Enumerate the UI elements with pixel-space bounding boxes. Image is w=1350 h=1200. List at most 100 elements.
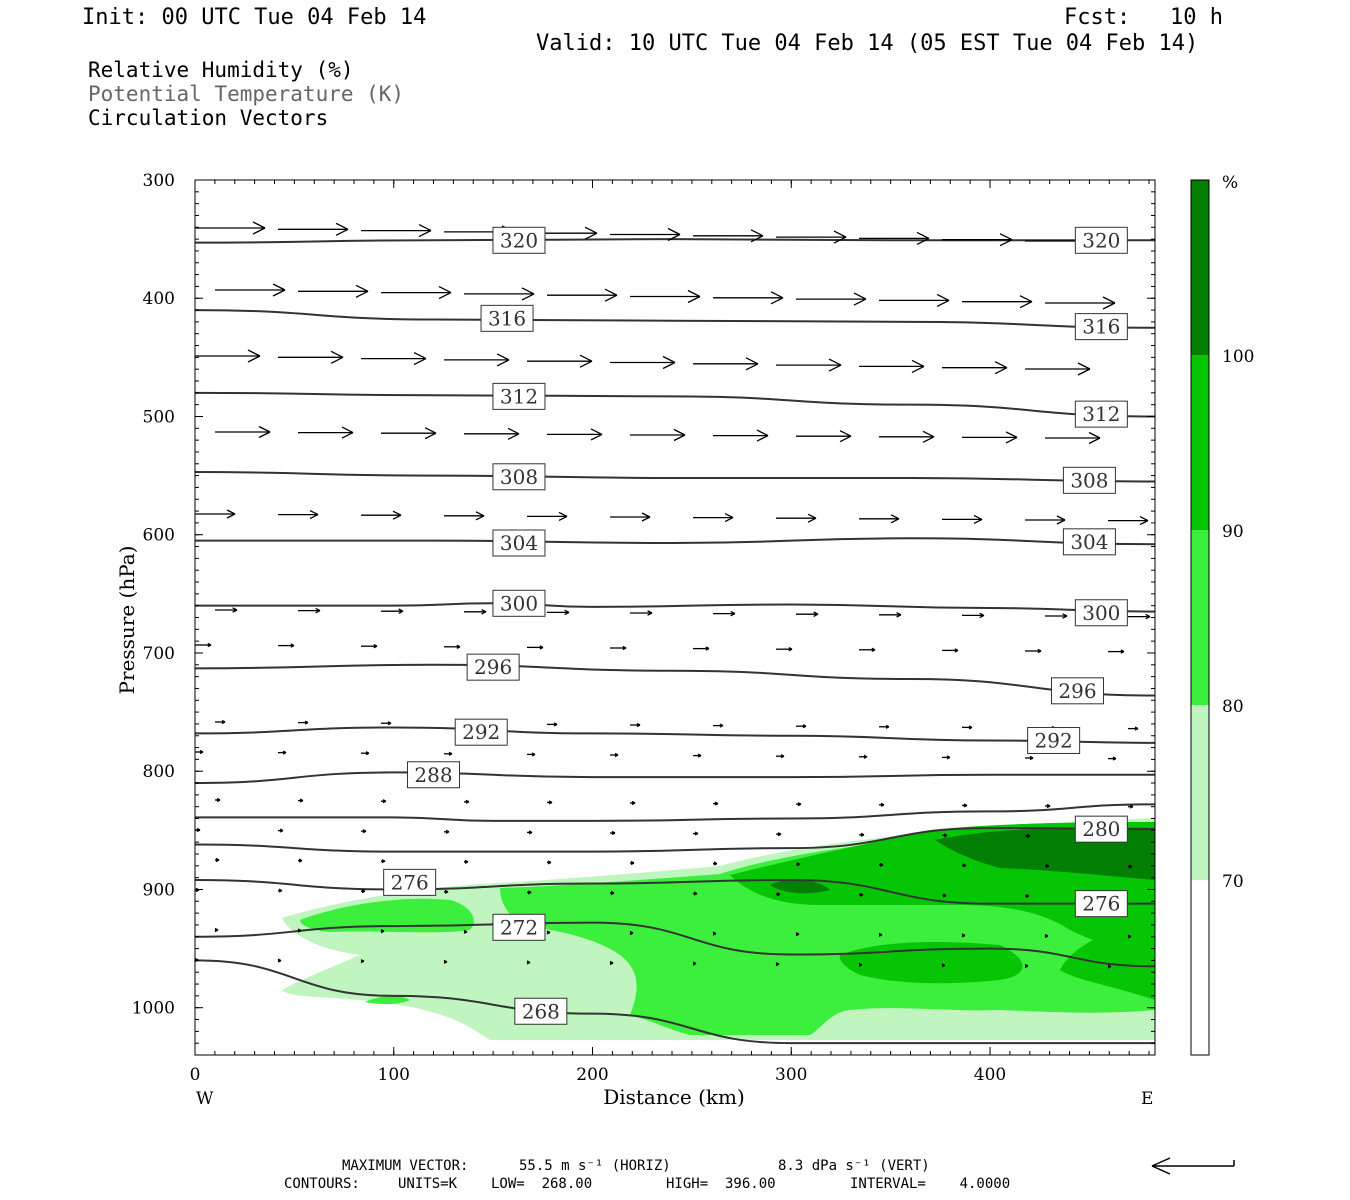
wind-vector — [547, 860, 552, 865]
x-tick-label: 100 — [378, 1065, 410, 1085]
init-time: Init: 00 UTC Tue 04 Feb 14 — [82, 5, 427, 30]
wind-vector — [444, 353, 510, 367]
wind-vector — [1128, 726, 1139, 731]
wind-vector — [629, 930, 634, 936]
y-tick-label: 300 — [143, 171, 175, 191]
wind-vector — [547, 800, 553, 805]
wind-vector — [298, 284, 369, 298]
wind-vector — [879, 862, 884, 867]
contour-label-text: 296 — [1058, 679, 1096, 703]
wind-vector — [278, 350, 344, 364]
wind-vector — [693, 229, 764, 243]
reference-vector-arrow — [1151, 1157, 1235, 1175]
wind-vector — [464, 287, 535, 301]
colorbar-frame — [1190, 179, 1210, 1056]
contour-label-text: 276 — [391, 870, 429, 894]
colorbar-label-90: 90 — [1222, 522, 1244, 542]
wind-vector — [610, 227, 681, 242]
colorbar-80 — [1191, 530, 1209, 705]
wind-vector — [859, 514, 900, 524]
wind-vector — [630, 860, 635, 866]
wind-vector — [962, 725, 973, 730]
wind-vector — [278, 750, 287, 755]
colorbar-label-70: 70 — [1222, 872, 1244, 892]
wind-vector — [277, 958, 282, 963]
wind-vector — [1045, 863, 1050, 869]
wind-vector — [1045, 803, 1051, 809]
wind-vector — [444, 511, 485, 521]
contour-label-268: 268 — [514, 997, 568, 1025]
wind-vector — [942, 755, 951, 760]
wind-vector — [859, 359, 925, 373]
wind-vector — [527, 752, 536, 757]
contour-label-280: 280 — [1074, 815, 1128, 843]
wind-vector — [195, 887, 200, 893]
contour-label-text: 292 — [1035, 728, 1073, 752]
contour-label-300: 300 — [1074, 599, 1128, 627]
wind-vector — [298, 720, 309, 725]
x-tick-label: 0 — [190, 1065, 201, 1085]
wind-vector — [942, 514, 983, 524]
theta-contour-304 — [195, 537, 1155, 546]
wind-vector — [297, 928, 302, 933]
wind-vector — [962, 431, 1018, 444]
wind-vector — [1127, 934, 1132, 939]
contour-label-296: 296 — [1050, 677, 1104, 705]
wind-vector — [713, 429, 769, 442]
wind-vector — [1025, 755, 1034, 761]
max-vector-label: MAXIMUM VECTOR: — [342, 1158, 469, 1174]
wind-vector — [1107, 964, 1112, 969]
wind-vector — [215, 425, 271, 439]
wind-vector — [1025, 893, 1030, 899]
legend-relative-humidity: Relative Humidity (%) — [88, 58, 354, 82]
theta-contour-292 — [195, 726, 1155, 744]
wind-vector — [693, 357, 759, 371]
wind-vector — [796, 862, 801, 867]
wind-vector — [381, 721, 392, 726]
x-tick-label: 200 — [576, 1065, 608, 1085]
wind-vector — [796, 292, 867, 306]
wind-vector — [776, 892, 781, 897]
wind-vector — [298, 858, 303, 863]
theta-contour-276 — [195, 878, 1155, 905]
wind-vector — [942, 648, 959, 653]
wind-vector — [942, 361, 1008, 375]
theta-contour-316 — [195, 309, 1155, 329]
contour-label-316: 316 — [1074, 313, 1128, 341]
wind-vector — [878, 932, 883, 937]
wind-vector — [713, 861, 718, 866]
contour-label-276: 276 — [383, 868, 437, 896]
theta-contour-312 — [195, 391, 1155, 418]
y-tick-label: 500 — [143, 407, 175, 427]
wind-vector — [942, 833, 948, 838]
contour-label-292: 292 — [1027, 726, 1081, 754]
legend-circulation-vectors: Circulation Vectors — [88, 106, 329, 130]
max-vector-vert: 8.3 dPa s⁻¹ (VERT) — [778, 1158, 930, 1174]
wind-vector — [547, 288, 618, 302]
contour-label-272: 272 — [492, 913, 546, 941]
max-vector-horiz: 55.5 m s⁻¹ (HORIZ) — [519, 1158, 671, 1174]
contour-label-text: 312 — [1082, 402, 1120, 426]
wind-vector — [361, 352, 427, 366]
wind-vector — [713, 723, 724, 728]
wind-vector — [1108, 516, 1149, 526]
wind-vector — [713, 291, 784, 305]
wind-vector — [464, 799, 470, 804]
wind-vector — [775, 962, 780, 967]
contour-label-text: 292 — [462, 720, 500, 744]
wind-vector — [859, 754, 868, 759]
y-tick-label: 600 — [143, 526, 175, 546]
contour-label-288: 288 — [407, 761, 461, 789]
y-axis-title: Pressure (hPa) — [115, 546, 139, 695]
contour-label-text: 308 — [500, 465, 538, 489]
wind-vector — [610, 355, 676, 370]
wind-vector — [630, 722, 641, 728]
y-tick-label: 400 — [143, 289, 175, 309]
wind-vector — [776, 754, 785, 759]
wind-vector — [879, 293, 950, 307]
contour-label-308: 308 — [1062, 466, 1116, 494]
wind-vector — [1108, 649, 1125, 654]
wind-vector — [444, 644, 461, 649]
contour-label-276: 276 — [1074, 890, 1128, 918]
contours-label: CONTOURS: — [284, 1176, 360, 1192]
